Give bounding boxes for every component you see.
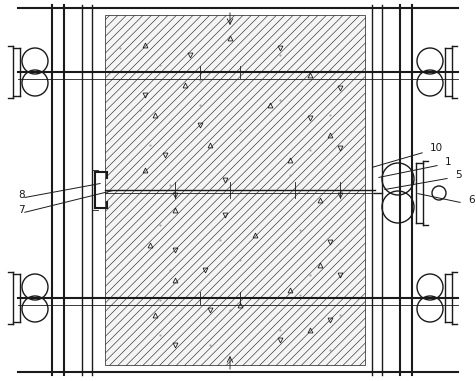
Text: 8: 8 (18, 190, 25, 200)
Text: 1: 1 (445, 157, 452, 167)
Bar (105, 15, 365, 365)
Text: 7: 7 (18, 205, 25, 215)
Text: 5: 5 (455, 170, 462, 180)
Text: 10: 10 (430, 143, 443, 153)
Text: 6: 6 (468, 195, 475, 205)
